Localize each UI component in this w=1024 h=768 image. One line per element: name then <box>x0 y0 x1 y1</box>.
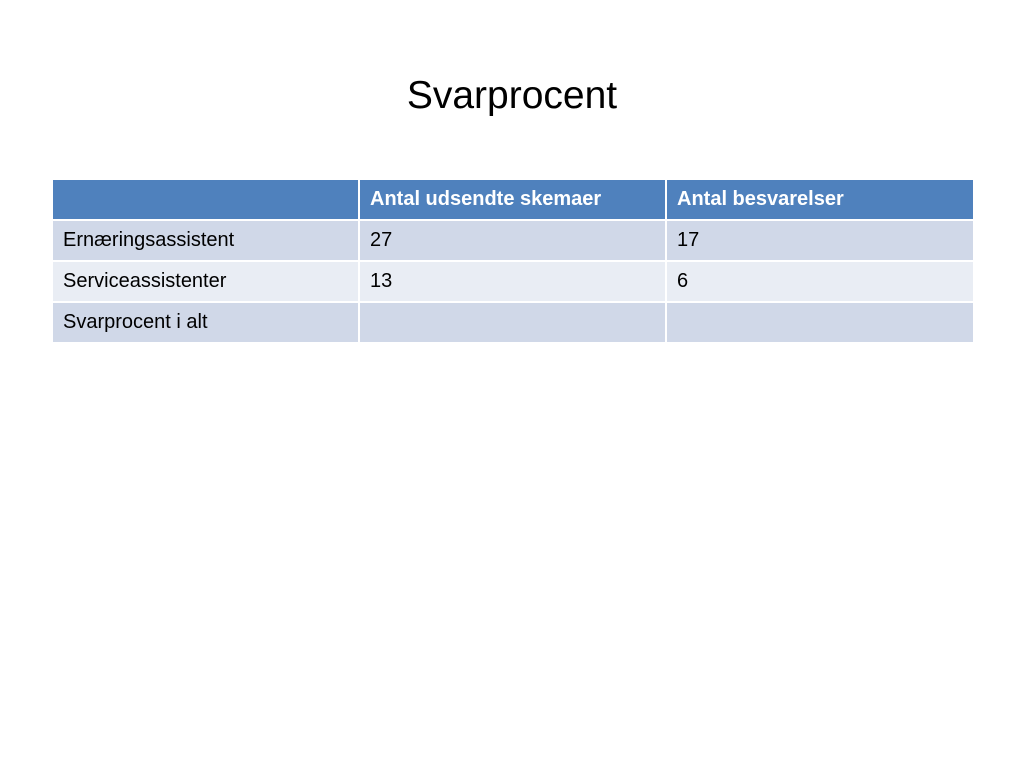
response-rate-table: Antal udsendte skemaer Antal besvarelser… <box>51 178 975 344</box>
table-row: Serviceassistenter 13 6 <box>51 260 975 303</box>
cell-responses: 6 <box>665 260 975 303</box>
row-label: Svarprocent i alt <box>51 301 360 344</box>
table-row: Svarprocent i alt <box>51 301 975 344</box>
table-row: Ernæringsassistent 27 17 <box>51 219 975 262</box>
row-label: Serviceassistenter <box>51 260 360 303</box>
slide-title: Svarprocent <box>406 74 618 117</box>
header-cell-empty <box>51 178 360 221</box>
header-cell-sent-forms: Antal udsendte skemaer <box>358 178 667 221</box>
header-cell-responses: Antal besvarelser <box>665 178 975 221</box>
cell-sent-forms <box>358 301 667 344</box>
table-header-row: Antal udsendte skemaer Antal besvarelser <box>51 178 975 221</box>
cell-responses <box>665 301 975 344</box>
cell-responses: 17 <box>665 219 975 262</box>
cell-sent-forms: 13 <box>358 260 667 303</box>
cell-sent-forms: 27 <box>358 219 667 262</box>
row-label: Ernæringsassistent <box>51 219 360 262</box>
